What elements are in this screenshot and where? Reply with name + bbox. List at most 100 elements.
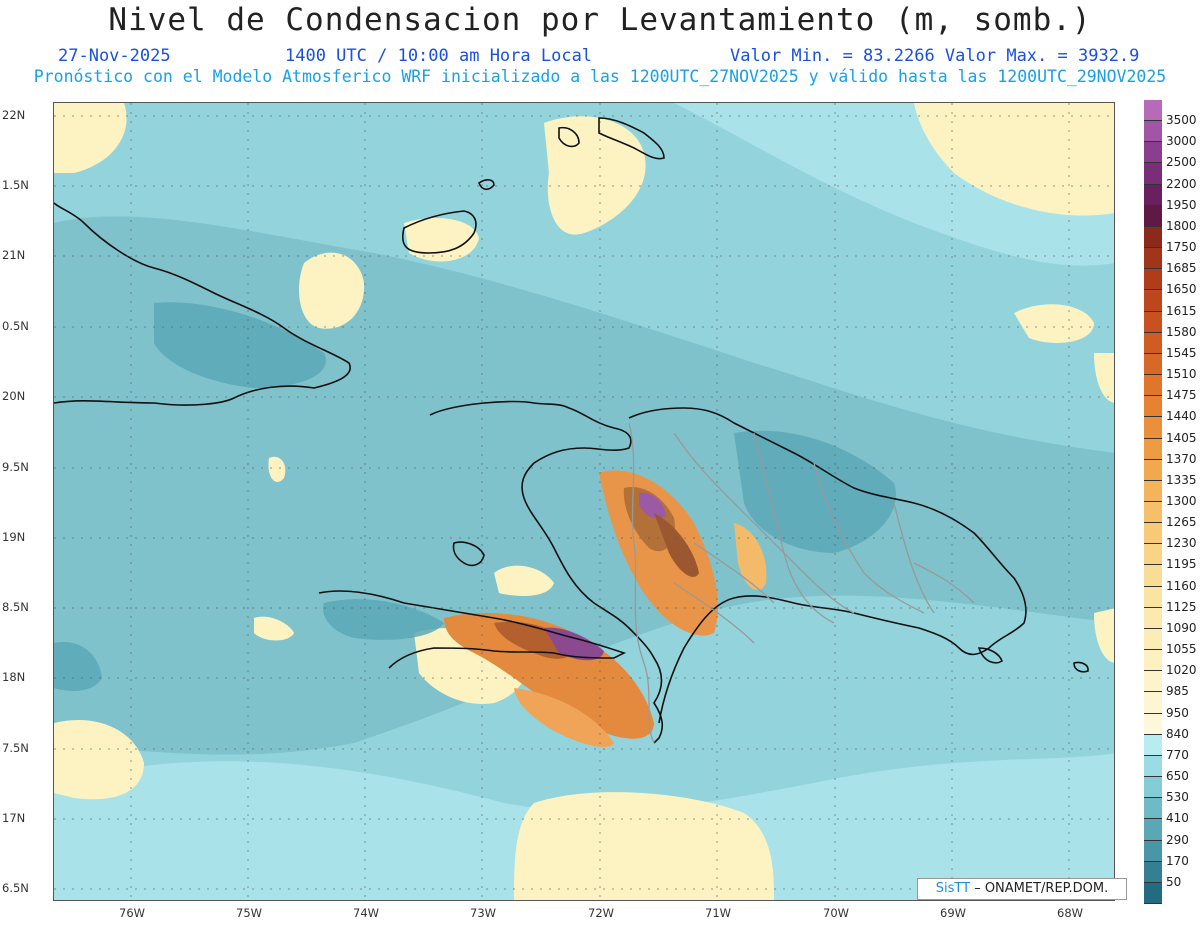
colorbar-label: 1750 [1166, 240, 1197, 255]
colorbar-label: 1510 [1166, 367, 1197, 382]
colorbar-label: 530 [1166, 790, 1189, 805]
colorbar-label: 1685 [1166, 261, 1197, 276]
map-title: Nivel de Condensacion por Levantamiento … [108, 2, 1092, 38]
colorbar-swatch [1144, 269, 1162, 291]
colorbar-swatch [1144, 565, 1162, 587]
forecast-time: 1400 UTC / 10:00 am Hora Local [285, 46, 593, 66]
forecast-description: Pronóstico con el Modelo Atmosferico WRF… [33, 67, 1167, 86]
lat-label: 17N [2, 811, 26, 825]
colorbar-swatch [1144, 100, 1162, 122]
orange-areas [444, 470, 767, 748]
colorbar-label: 410 [1166, 811, 1189, 826]
lat-label: 6.5N [2, 881, 29, 895]
colorbar-label: 950 [1166, 705, 1189, 720]
colorbar-label: 770 [1166, 747, 1189, 762]
forecast-date: 27-Nov-2025 [58, 46, 171, 66]
colorbar-swatch [1144, 205, 1162, 227]
colorbar-swatch [1144, 861, 1162, 883]
lon-label: 70W [823, 906, 850, 920]
colorbar-swatch [1144, 332, 1162, 354]
lon-label: 71W [705, 906, 732, 920]
colorbar-swatch [1144, 121, 1162, 143]
colorbar-label: 1475 [1166, 388, 1197, 403]
forecast-map [53, 102, 1115, 901]
lon-label: 76W [119, 906, 146, 920]
colorbar-label: 1090 [1166, 620, 1197, 635]
colorbar-swatch [1144, 692, 1162, 714]
colorbar-label: 1195 [1166, 557, 1197, 572]
colorbar-swatch [1144, 163, 1162, 185]
lat-label: 19N [2, 530, 26, 544]
colorbar-label: 1650 [1166, 282, 1197, 297]
colorbar-swatch [1144, 607, 1162, 629]
lat-label: 22N [2, 108, 26, 122]
colorbar-label: 1125 [1166, 599, 1197, 614]
colorbar-swatch [1144, 734, 1162, 756]
colorbar [1144, 100, 1162, 904]
min-max-values: Valor Min. = 83.2266 Valor Max. = 3932.9 [730, 46, 1140, 66]
colorbar-swatch [1144, 544, 1162, 566]
colorbar-swatch [1144, 375, 1162, 397]
colorbar-label: 2500 [1166, 155, 1197, 170]
colorbar-label: 650 [1166, 769, 1189, 784]
colorbar-label: 1615 [1166, 303, 1197, 318]
colorbar-label: 3500 [1166, 113, 1197, 128]
lon-label: 74W [353, 906, 380, 920]
lat-label: 1.5N [2, 178, 29, 192]
colorbar-swatch [1144, 650, 1162, 672]
colorbar-swatch [1144, 459, 1162, 481]
lat-label: 8.5N [2, 600, 29, 614]
colorbar-label: 1950 [1166, 197, 1197, 212]
colorbar-label: 840 [1166, 726, 1189, 741]
colorbar-swatch [1144, 523, 1162, 545]
lat-lon-grid [54, 103, 1114, 900]
colorbar-swatch [1144, 840, 1162, 862]
lon-label: 69W [940, 906, 967, 920]
colorbar-swatch [1144, 777, 1162, 799]
teal-areas [54, 302, 896, 691]
lat-label: 0.5N [2, 319, 29, 333]
colorbar-label: 170 [1166, 853, 1189, 868]
colorbar-label: 2200 [1166, 176, 1197, 191]
colorbar-label: 1405 [1166, 430, 1197, 445]
colorbar-swatch [1144, 502, 1162, 524]
map-graphic [54, 103, 1114, 900]
colorbar-swatch [1144, 248, 1162, 270]
lat-label: 21N [2, 248, 26, 262]
colorbar-swatch [1144, 417, 1162, 439]
lat-label: 18N [2, 670, 26, 684]
colorbar-label: 1300 [1166, 494, 1197, 508]
colorbar-swatch [1144, 290, 1162, 312]
colorbar-swatch [1144, 882, 1162, 904]
credit-box: SisTT – ONAMET/REP.DOM. [917, 878, 1127, 900]
lon-label: 75W [236, 906, 263, 920]
lon-label: 72W [588, 906, 615, 920]
colorbar-swatch [1144, 628, 1162, 651]
colorbar-swatch [1144, 311, 1162, 333]
credit-text: – ONAMET/REP.DOM. [970, 881, 1109, 896]
colorbar-label: 1335 [1166, 472, 1197, 487]
colorbar-swatch [1144, 142, 1162, 164]
colorbar-swatch [1144, 396, 1162, 418]
province-borders [628, 422, 975, 744]
colorbar-swatch [1144, 438, 1162, 460]
colorbar-label: 1160 [1166, 578, 1197, 593]
colorbar-label: 1055 [1166, 642, 1197, 657]
colorbar-label: 1800 [1166, 218, 1197, 233]
colorbar-label: 1545 [1166, 345, 1197, 360]
colorbar-label: 1370 [1166, 451, 1197, 466]
colorbar-label: 50 [1166, 874, 1182, 889]
colorbar-label: 1440 [1166, 409, 1197, 424]
colorbar-swatch [1144, 480, 1162, 502]
colorbar-label: 985 [1166, 684, 1189, 699]
lon-label: 68W [1057, 906, 1084, 920]
colorbar-swatch [1144, 713, 1162, 735]
colorbar-label: 1580 [1166, 324, 1197, 339]
colorbar-swatch [1144, 671, 1162, 693]
colorbar-swatch [1144, 819, 1162, 841]
colorbar-swatch [1144, 586, 1162, 608]
colorbar-swatch [1144, 226, 1162, 249]
colorbar-swatch [1144, 755, 1162, 778]
lon-label: 73W [470, 906, 497, 920]
colorbar-swatch [1144, 353, 1162, 376]
